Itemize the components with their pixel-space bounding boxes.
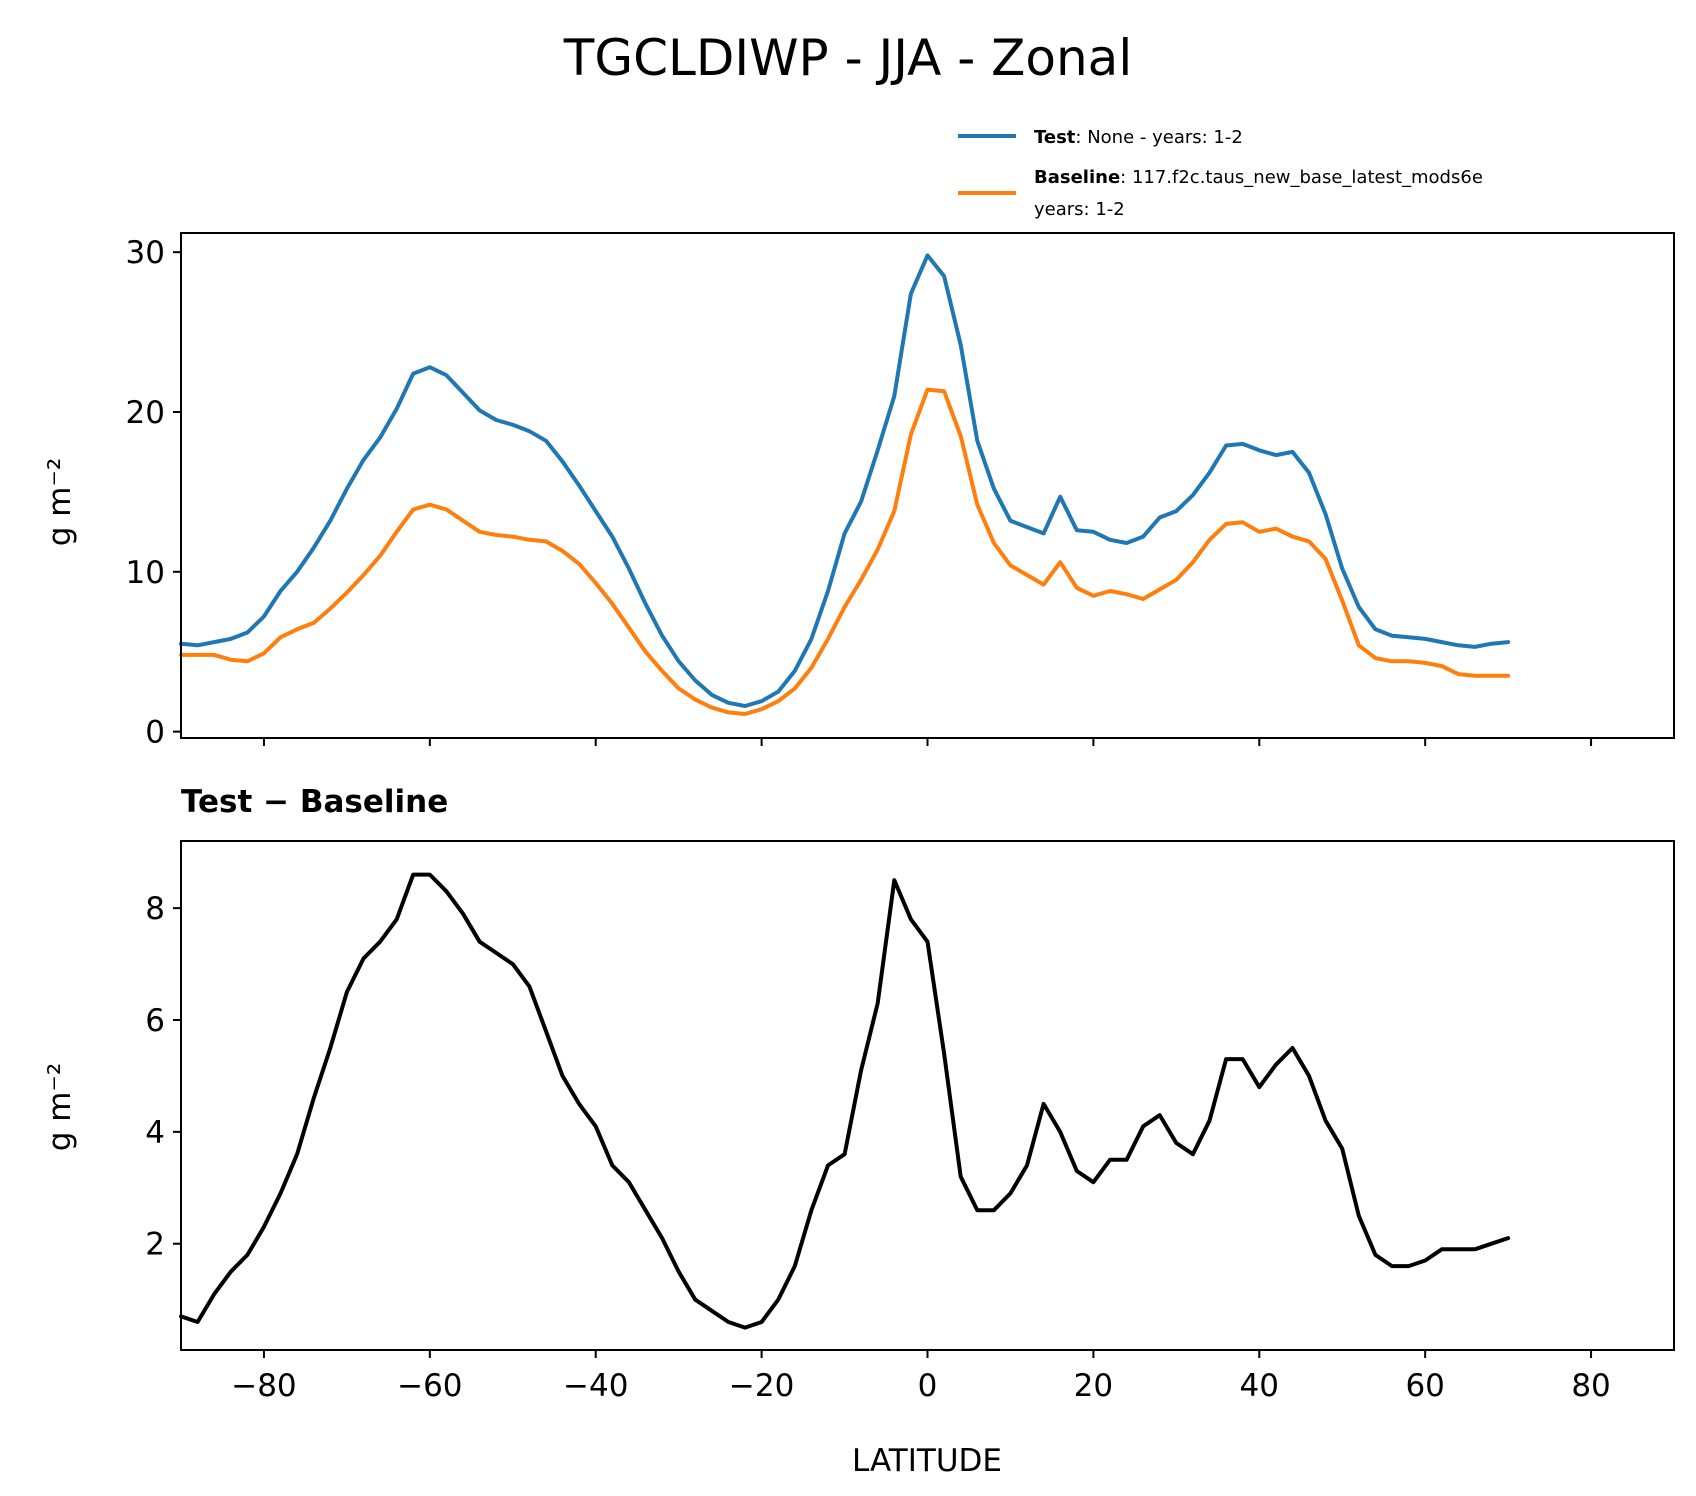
bottom-panel: Test − Baseline g m⁻² LATITUDE 2 4 6 8 −80 −6… [42,784,1675,1479]
y-tick-label: 0 [145,715,165,751]
x-tick-label: −60 [397,1368,462,1404]
legend-baseline-label: Baseline: 117.f2c.taus_new_base_latest_m… [1034,167,1483,188]
y-tick-label: 10 [126,555,165,591]
series-line-baseline [179,387,1511,716]
x-tick-label: 0 [918,1368,938,1404]
top-panel: g m⁻² 0 10 20 30 [42,232,1675,751]
legend-baseline-bold: Baseline [1034,167,1120,188]
y-tick-label: 6 [145,1003,165,1039]
x-tick-label: 60 [1405,1368,1444,1404]
x-tick-label: 40 [1240,1368,1279,1404]
x-tick-label: −80 [231,1368,296,1404]
y-tick-label: 8 [145,891,165,927]
bottom-panel-title: Test − Baseline [181,784,448,820]
plot-frame [180,840,1675,1351]
y-tick-label: 20 [126,395,165,431]
x-tick-label: −20 [729,1368,794,1404]
legend: Test: None - years: 1-2 Baseline: 117.f2… [958,127,1483,220]
y-tick-label: 30 [126,235,165,271]
y-tick-label: 4 [145,1115,165,1151]
legend-test-rest: : None - years: 1-2 [1075,127,1242,148]
x-tick-label: 20 [1074,1368,1113,1404]
legend-test-bold: Test [1034,127,1076,148]
bottom-y-axis-label: g m⁻² [42,1063,78,1152]
y-tick-label: 2 [145,1227,165,1263]
x-tick-label: 80 [1571,1368,1610,1404]
legend-baseline-label-line2: years: 1-2 [1034,199,1125,220]
top-y-axis-label: g m⁻² [42,458,78,547]
series-line-test-baseline [179,872,1511,1330]
series-line-test [179,253,1511,708]
x-tick-label: −40 [563,1368,628,1404]
figure-title: TGCLDIWP - JJA - Zonal [563,29,1132,87]
legend-test-label: Test: None - years: 1-2 [1034,127,1243,148]
legend-baseline-rest: : 117.f2c.taus_new_base_latest_mods6e [1120,167,1483,188]
plot-frame [180,232,1675,739]
x-axis-label: LATITUDE [852,1443,1002,1479]
